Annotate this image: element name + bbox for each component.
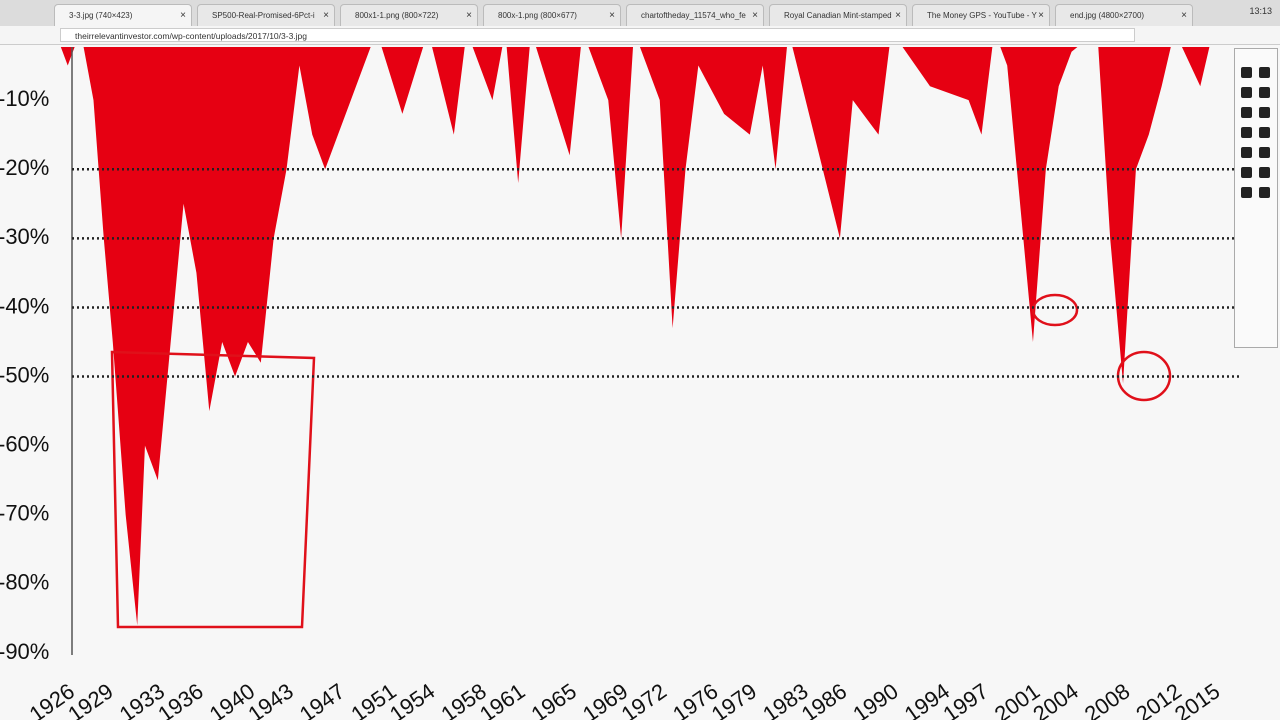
- x-tick-label: 1947: [295, 678, 349, 720]
- tool-icon[interactable]: [1259, 147, 1270, 158]
- annotations: [110, 293, 1172, 629]
- hand-drawn-box: [110, 350, 316, 629]
- browser-tab[interactable]: 800x1-1.png (800×722): [340, 4, 478, 26]
- tab-bar: 3-3.jpg (740×423)SP500-Real-Promised-6Pc…: [0, 0, 1280, 26]
- browser-tab[interactable]: chartoftheday_11574_who_fe: [626, 4, 764, 26]
- tool-icon[interactable]: [1259, 167, 1270, 178]
- tool-icon[interactable]: [1259, 127, 1270, 138]
- tool-icon[interactable]: [1259, 187, 1270, 198]
- y-tick-label: -70%: [0, 501, 49, 526]
- y-tick-label: -30%: [0, 224, 49, 249]
- x-tick-label: 1990: [848, 678, 902, 720]
- y-tick-label: -20%: [0, 155, 49, 180]
- address-bar: theirrelevantinvestor.com/wp-content/upl…: [0, 26, 1280, 45]
- y-tick-label: -90%: [0, 639, 49, 664]
- y-tick-label: -40%: [0, 293, 49, 318]
- browser-tab[interactable]: Royal Canadian Mint-stamped: [769, 4, 907, 26]
- tool-icon[interactable]: [1241, 127, 1252, 138]
- x-tick-label: 1965: [527, 678, 581, 720]
- y-tick-label: -50%: [0, 362, 49, 387]
- browser-tab[interactable]: end.jpg (4800×2700): [1055, 4, 1193, 26]
- y-tick-label: -80%: [0, 570, 49, 595]
- browser-tab[interactable]: 3-3.jpg (740×423): [54, 4, 192, 26]
- hand-drawn-circle: [1031, 293, 1079, 327]
- tool-icon[interactable]: [1259, 87, 1270, 98]
- url-field[interactable]: theirrelevantinvestor.com/wp-content/upl…: [60, 28, 1135, 42]
- tool-icon[interactable]: [1259, 67, 1270, 78]
- x-tick-label: 2008: [1080, 678, 1134, 720]
- drawing-toolbar: [1234, 48, 1278, 348]
- tool-icon[interactable]: [1241, 187, 1252, 198]
- tool-icon[interactable]: [1241, 167, 1252, 178]
- y-tick-label: -10%: [0, 86, 49, 111]
- clock: 13:13: [1249, 6, 1272, 16]
- tool-icon[interactable]: [1259, 107, 1270, 118]
- browser-tab[interactable]: The Money GPS - YouTube - Y: [912, 4, 1050, 26]
- tool-icon[interactable]: [1241, 67, 1252, 78]
- tool-icon[interactable]: [1241, 87, 1252, 98]
- browser-tab[interactable]: 800x-1.png (800×677): [483, 4, 621, 26]
- tool-icon[interactable]: [1241, 107, 1252, 118]
- y-tick-label: -60%: [0, 431, 49, 456]
- browser-tab[interactable]: SP500-Real-Promised-6Pct-i: [197, 4, 335, 26]
- drawdown-area: [60, 47, 1210, 626]
- tool-icon[interactable]: [1241, 147, 1252, 158]
